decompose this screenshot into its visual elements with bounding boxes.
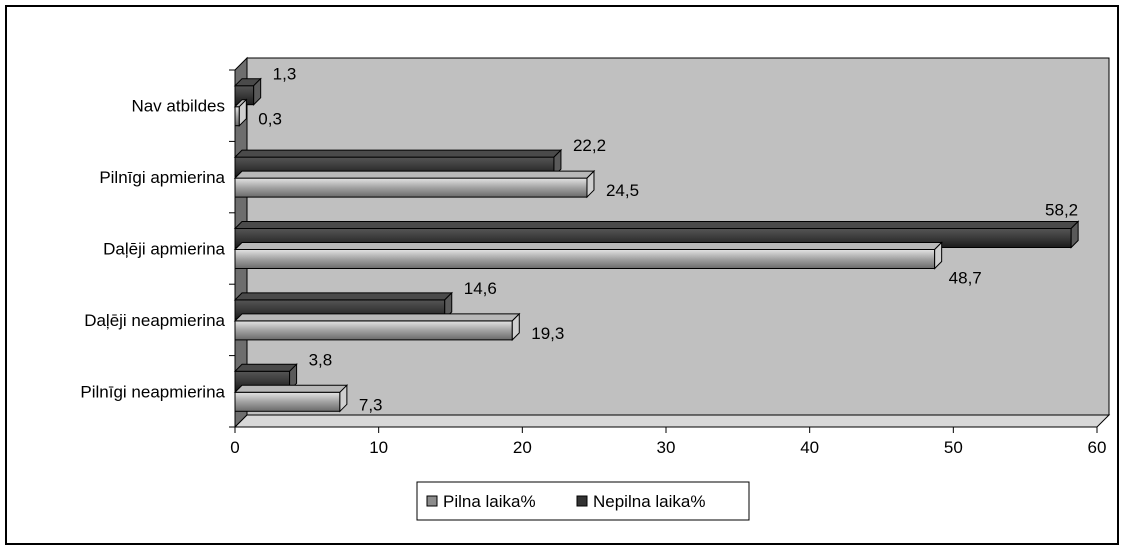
value-label-pilna: 24,5 <box>606 181 639 200</box>
plot-floor <box>233 414 1111 428</box>
value-label-nepilna: 3,8 <box>309 350 333 369</box>
bar-top <box>233 221 1080 229</box>
bar-top <box>233 363 298 372</box>
category-label: Daļēji apmierina <box>103 240 225 259</box>
x-tick-label: 10 <box>369 438 388 457</box>
bar-front <box>234 320 513 341</box>
x-tick-label: 20 <box>513 438 532 457</box>
value-label-pilna: 0,3 <box>258 110 282 129</box>
bar-pilna-laika <box>233 98 248 127</box>
bar-pilna-laika <box>233 169 596 199</box>
chart-frame: 0 10 20 30 40 50 60 Nav atbildes 1,3 0,3 Pilnīgi … <box>5 5 1119 545</box>
bar-top <box>233 149 563 158</box>
bar-side <box>238 98 247 127</box>
bar-front <box>234 249 936 269</box>
bar-top <box>233 170 596 179</box>
bar-top <box>233 242 943 250</box>
bar-front <box>234 106 240 127</box>
category-label: Daļēji neapmierina <box>84 311 225 330</box>
bar-side <box>934 241 943 270</box>
bar-top <box>233 292 453 301</box>
value-label-nepilna: 14,6 <box>464 279 497 298</box>
value-label-nepilna: 1,3 <box>273 65 297 84</box>
x-tick-label: 50 <box>944 438 963 457</box>
value-label-pilna: 7,3 <box>359 395 383 414</box>
bar-pilna-laika <box>233 384 349 413</box>
legend-label: Pilna laika% <box>443 492 536 511</box>
bar-front <box>234 177 588 198</box>
bar-side <box>444 291 453 321</box>
bar-side <box>253 77 262 106</box>
x-tick-label: 30 <box>657 438 676 457</box>
legend-swatch <box>576 495 588 507</box>
value-label-nepilna: 22,2 <box>573 136 606 155</box>
bar-pilna-laika <box>233 241 943 270</box>
bar-top <box>233 313 521 322</box>
bar-side <box>339 384 348 413</box>
category-label: Nav atbildes <box>131 97 225 116</box>
legend-label: Nepilna laika% <box>593 492 705 511</box>
legend-swatch <box>426 495 438 507</box>
bar-front <box>234 391 341 412</box>
value-label-pilna: 19,3 <box>531 324 564 343</box>
bar-pilna-laika <box>233 312 521 342</box>
bar-side <box>289 363 298 392</box>
bar-side <box>511 312 520 342</box>
value-label-pilna: 48,7 <box>949 269 982 288</box>
bar-top <box>233 384 349 393</box>
category-label: Pilnīgi apmierina <box>99 168 225 187</box>
bar-chart: 0 10 20 30 40 50 60 Nav atbildes 1,3 0,3 Pilnīgi … <box>80 56 1111 521</box>
bar-side <box>1070 220 1079 249</box>
bar-side <box>553 148 562 178</box>
value-label-nepilna: 58,2 <box>1045 201 1078 220</box>
x-tick-label: 60 <box>1088 438 1107 457</box>
x-tick-label: 40 <box>800 438 819 457</box>
bar-nepilna-laika <box>233 77 262 106</box>
bar-side <box>586 169 595 199</box>
x-tick-label: 0 <box>230 438 239 457</box>
category-label: Pilnīgi neapmierina <box>80 382 225 401</box>
